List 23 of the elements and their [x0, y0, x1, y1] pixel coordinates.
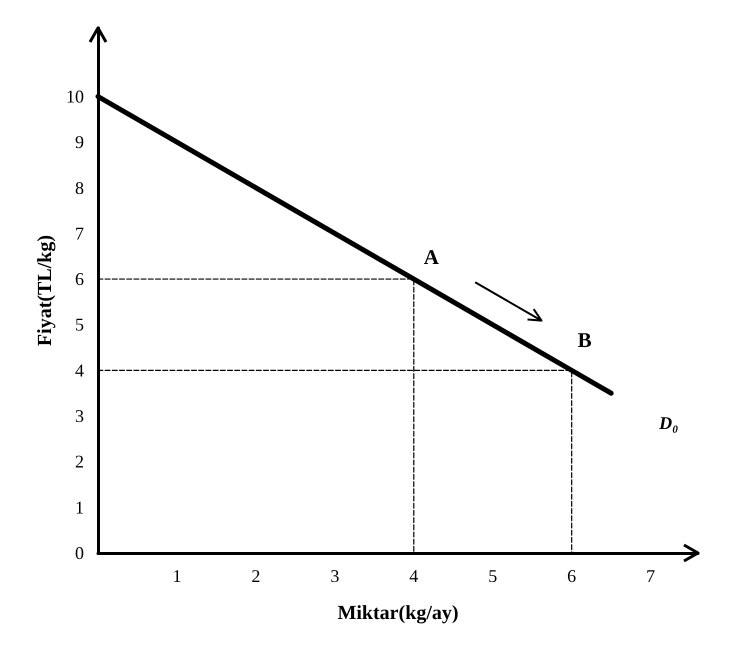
y-tick-label: 6	[75, 269, 84, 290]
y-tick-label: 2	[75, 452, 84, 472]
y-tick-label: 4	[75, 360, 84, 380]
y-tick-label: 10	[66, 86, 84, 106]
y-axis-title: Fiyat(TL/kg)	[34, 234, 56, 346]
y-tick-label: 3	[75, 406, 84, 426]
y-tick-label: 1	[75, 497, 84, 518]
x-tick-label: 2	[251, 566, 260, 586]
y-tick-label: 0	[75, 543, 84, 563]
annotation: A	[424, 245, 439, 270]
x-tick-label: 1	[172, 566, 182, 586]
y-tick-label: 8	[75, 178, 84, 198]
x-tick-label: 4	[409, 566, 418, 586]
x-tick-label: 3	[330, 566, 340, 586]
x-tick-label: 6	[567, 566, 576, 586]
y-tick-label: 9	[75, 132, 84, 152]
y-tick-label: 5	[75, 314, 84, 335]
x-axis-title: Miktar(kg/ay)	[337, 602, 459, 624]
y-tick-label: 7	[75, 223, 84, 244]
text: D₀	[658, 413, 678, 434]
x-tick-label: 5	[488, 566, 498, 586]
annotation: B	[578, 328, 592, 354]
x-tick-label: 7	[646, 566, 656, 586]
